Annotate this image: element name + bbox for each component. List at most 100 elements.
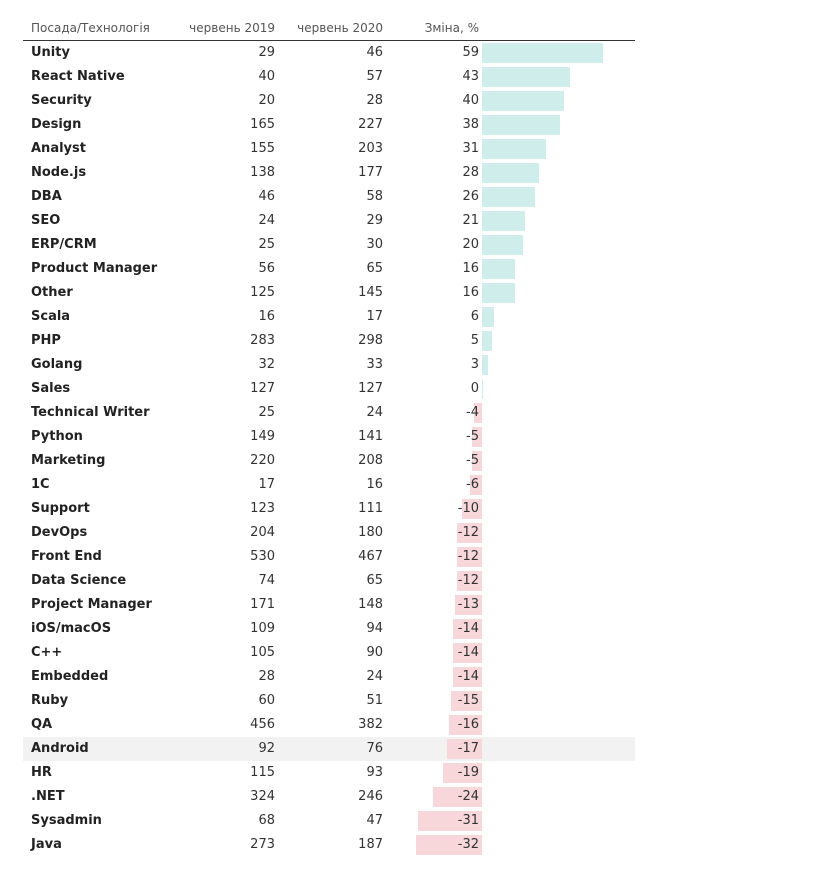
change-percent-label: -24 xyxy=(457,789,479,804)
value-june-2019: 115 xyxy=(250,765,275,780)
row-label: Unity xyxy=(31,45,70,60)
change-percent-label: -5 xyxy=(466,429,479,444)
row-label: PHP xyxy=(31,333,61,348)
row-label: Security xyxy=(31,93,92,108)
change-bar xyxy=(455,595,482,615)
change-percent-label: 28 xyxy=(462,165,479,180)
row-label: Other xyxy=(31,285,73,300)
value-june-2019: 273 xyxy=(250,837,275,852)
change-percent-label: -13 xyxy=(457,597,479,612)
row-label: iOS/macOS xyxy=(31,621,112,636)
table-row: Embedded 28 24 -14 xyxy=(23,665,635,689)
table-row: Python 149 141 -5 xyxy=(23,425,635,449)
change-bar xyxy=(482,235,523,255)
value-june-2019: 105 xyxy=(250,645,275,660)
change-percent-label: -5 xyxy=(466,453,479,468)
value-june-2020: 203 xyxy=(358,141,383,156)
change-bar xyxy=(443,763,482,783)
value-june-2020: 180 xyxy=(358,525,383,540)
table-row: Front End 530 467 -12 xyxy=(23,545,635,569)
value-june-2020: 57 xyxy=(366,69,383,84)
value-june-2020: 298 xyxy=(358,333,383,348)
value-june-2019: 123 xyxy=(250,501,275,516)
row-label: DBA xyxy=(31,189,62,204)
value-june-2019: 125 xyxy=(250,285,275,300)
change-bar xyxy=(453,667,482,687)
table-row: Java 273 187 -32 xyxy=(23,833,635,857)
change-bar xyxy=(482,139,546,159)
change-bar xyxy=(457,523,482,543)
change-bar xyxy=(447,739,482,759)
table-row: DBA 46 58 26 xyxy=(23,185,635,209)
value-june-2019: 138 xyxy=(250,165,275,180)
table-row: Design 165 227 38 xyxy=(23,113,635,137)
value-june-2019: 109 xyxy=(250,621,275,636)
value-june-2019: 324 xyxy=(250,789,275,804)
change-bar xyxy=(482,307,495,327)
value-june-2019: 127 xyxy=(250,381,275,396)
change-bar xyxy=(482,187,536,207)
change-bar xyxy=(418,811,482,831)
value-june-2019: 456 xyxy=(250,717,275,732)
table-row: QA 456 382 -16 xyxy=(23,713,635,737)
table-row: Sales 127 127 0 xyxy=(23,377,635,401)
value-june-2020: 127 xyxy=(358,381,383,396)
value-june-2020: 246 xyxy=(358,789,383,804)
table-row: C++ 105 90 -14 xyxy=(23,641,635,665)
change-percent-label: -17 xyxy=(457,741,479,756)
change-percent-label: 21 xyxy=(462,213,479,228)
value-june-2020: 30 xyxy=(366,237,383,252)
value-june-2019: 20 xyxy=(258,93,275,108)
change-bar xyxy=(482,259,515,279)
table-row: SEO 24 29 21 xyxy=(23,209,635,233)
header-change-percent: Зміна, % xyxy=(424,21,479,35)
table-row: Other 125 145 16 xyxy=(23,281,635,305)
change-bar xyxy=(432,787,482,807)
row-label: Sysadmin xyxy=(31,813,102,828)
table-row: Analyst 155 203 31 xyxy=(23,137,635,161)
change-bar xyxy=(482,43,603,63)
change-bar xyxy=(471,427,482,447)
value-june-2019: 220 xyxy=(250,453,275,468)
change-percent-label: -6 xyxy=(466,477,479,492)
value-june-2019: 165 xyxy=(250,117,275,132)
table-row: ERP/CRM 25 30 20 xyxy=(23,233,635,257)
table-row: HR 115 93 -19 xyxy=(23,761,635,785)
change-bar xyxy=(471,451,482,471)
table-row: DevOps 204 180 -12 xyxy=(23,521,635,545)
row-label: Data Science xyxy=(31,573,127,588)
value-june-2020: 17 xyxy=(366,309,383,324)
header-june-2019: червень 2019 xyxy=(189,21,275,35)
value-june-2020: 208 xyxy=(358,453,383,468)
change-bar xyxy=(449,715,482,735)
row-label: Product Manager xyxy=(31,261,158,276)
value-june-2020: 177 xyxy=(358,165,383,180)
change-bar xyxy=(461,499,482,519)
change-bar xyxy=(473,403,482,423)
table-row: Scala 16 17 6 xyxy=(23,305,635,329)
table-row: iOS/macOS 109 94 -14 xyxy=(23,617,635,641)
change-bar xyxy=(482,211,526,231)
row-label: Support xyxy=(31,501,90,516)
table-row: Data Science 74 65 -12 xyxy=(23,569,635,593)
value-june-2020: 24 xyxy=(366,405,383,420)
change-bar xyxy=(482,331,493,351)
row-label: Front End xyxy=(31,549,102,564)
change-bar xyxy=(482,67,571,87)
row-label: 1C xyxy=(31,477,50,492)
change-percent-label: 3 xyxy=(470,357,479,372)
change-bar xyxy=(453,643,482,663)
row-label: Android xyxy=(31,741,89,756)
table-row: Sysadmin 68 47 -31 xyxy=(23,809,635,833)
table-row: .NET 324 246 -24 xyxy=(23,785,635,809)
change-percent-label: 31 xyxy=(462,141,479,156)
change-percent-label: 6 xyxy=(470,309,479,324)
value-june-2020: 46 xyxy=(366,45,383,60)
change-bar xyxy=(482,355,489,375)
value-june-2020: 94 xyxy=(366,621,383,636)
change-percent-label: 16 xyxy=(462,285,479,300)
change-percent-label: -32 xyxy=(457,837,479,852)
table-row: Support 123 111 -10 xyxy=(23,497,635,521)
value-june-2020: 187 xyxy=(358,837,383,852)
row-label: ERP/CRM xyxy=(31,237,97,252)
